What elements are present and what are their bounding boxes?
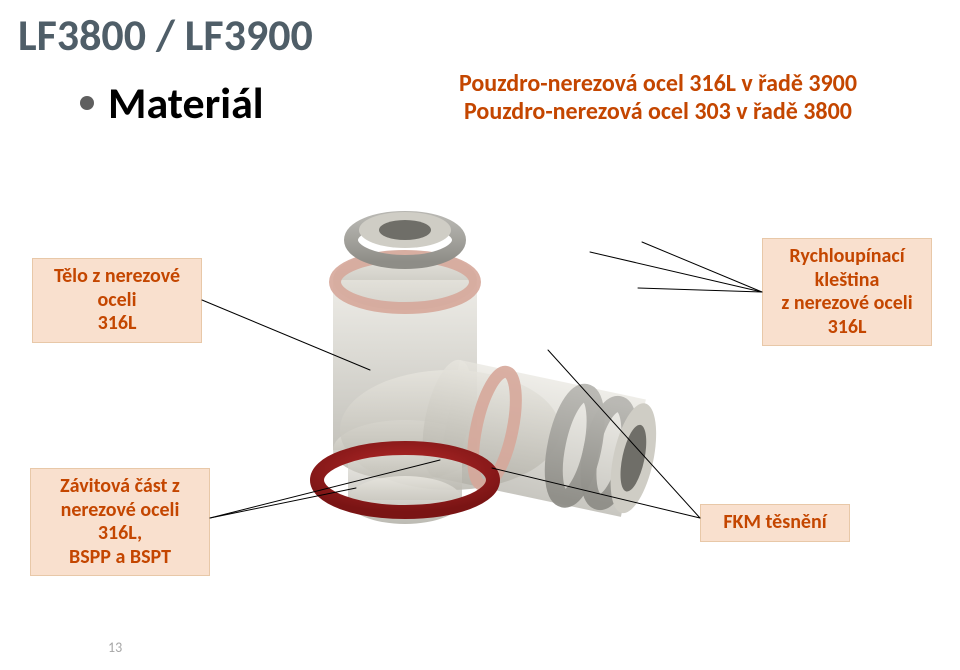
headline-line1: Pouzdro-nerezová ocel 316L v řadě 3900 xyxy=(459,69,857,98)
page-title: LF3800 / LF3900 xyxy=(18,8,313,62)
callout-collet-l2: kleština xyxy=(815,268,880,292)
callout-body-l3: 316L xyxy=(98,311,137,335)
section-subtitle: Materiál xyxy=(108,76,264,130)
callout-thread-l3: 316L, xyxy=(98,521,142,545)
callout-seal-l1: FKM těsnění xyxy=(723,510,826,534)
fitting-illustration xyxy=(300,180,680,580)
callout-thread-l4: BSPP a BSPT xyxy=(69,545,171,569)
callout-collet: Rychloupínací kleština z nerezové oceli … xyxy=(762,238,932,346)
page-number: 13 xyxy=(108,639,122,656)
callout-thread: Závitová část z nerezové oceli 316L, BSP… xyxy=(30,468,210,576)
callout-collet-l3: z nerezové oceli xyxy=(781,291,912,315)
callout-body-l1: Tělo z nerezové xyxy=(54,264,180,288)
callout-collet-l4: 316L xyxy=(828,315,867,339)
callout-collet-l1: Rychloupínací xyxy=(789,244,904,268)
callout-seal: FKM těsnění xyxy=(700,504,850,542)
bullet-icon xyxy=(80,96,94,110)
callout-body: Tělo z nerezové oceli 316L xyxy=(32,258,202,343)
callout-thread-l1: Závitová část z xyxy=(60,474,180,498)
callout-thread-l2: nerezové oceli xyxy=(61,498,180,522)
headline-text: Pouzdro-nerezová ocel 316L v řadě 3900 P… xyxy=(398,70,918,127)
callout-body-l2: oceli xyxy=(97,288,136,312)
headline-line2: Pouzdro-nerezová ocel 303 v řadě 3800 xyxy=(464,97,852,126)
